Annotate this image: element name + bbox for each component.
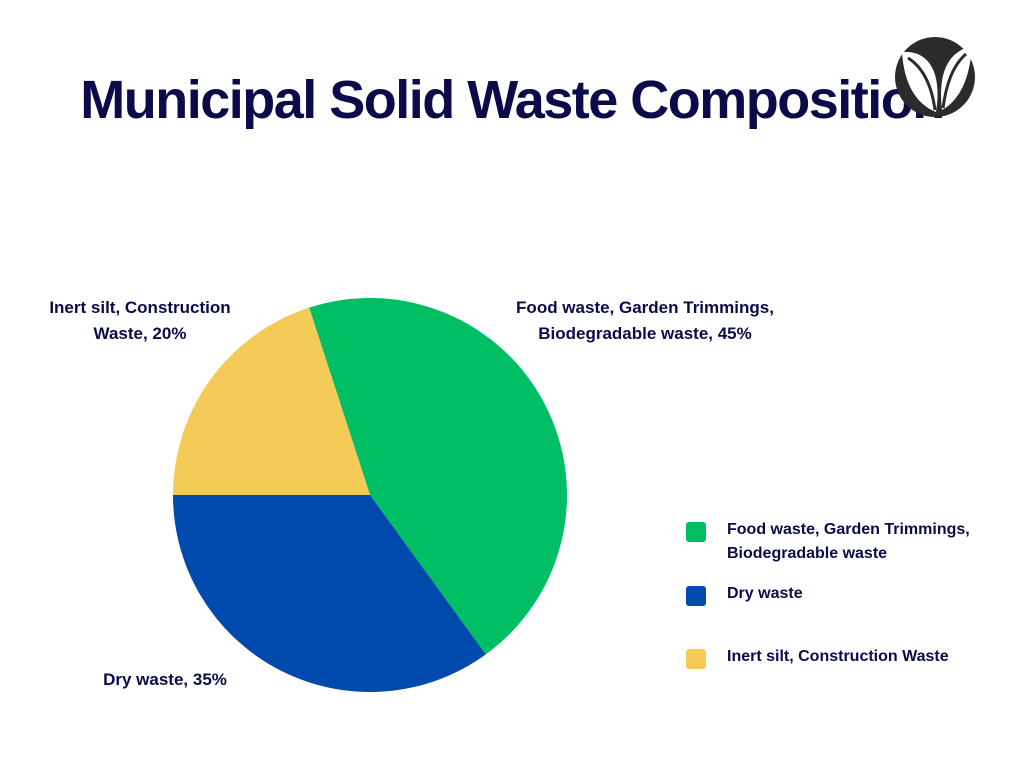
pie-slice-dry-waste: [173, 495, 486, 692]
slice-label-inert-silt: Inert silt, Construction Waste, 20%: [49, 298, 231, 343]
pie-slice-food-waste: [309, 298, 567, 655]
legend-label-dry-waste: Dry waste: [727, 585, 803, 602]
slice-label-food-waste: Food waste, Garden Trimmings, Biodegrada…: [516, 298, 774, 343]
page-title: Municipal Solid Waste Composition: [80, 70, 945, 130]
legend-item-dry-waste: Dry waste: [686, 582, 987, 606]
legend-item-inert-silt: Inert silt, Construction Waste: [686, 645, 987, 669]
leaf-logo-icon: [895, 37, 975, 117]
legend-item-food-waste: Food waste, Garden Trimmings, Biodegrada…: [686, 518, 987, 566]
legend-swatch-food-waste: [686, 522, 706, 542]
legend-swatch-dry-waste: [686, 586, 706, 606]
legend-label-inert-silt: Inert silt, Construction Waste: [727, 648, 949, 665]
pie-slice-inert-silt: [173, 307, 370, 495]
legend-label-food-waste: Food waste, Garden Trimmings, Biodegrada…: [727, 521, 970, 562]
legend-swatch-inert-silt: [686, 649, 706, 669]
slice-label-dry-waste: Dry waste, 35%: [103, 670, 227, 689]
